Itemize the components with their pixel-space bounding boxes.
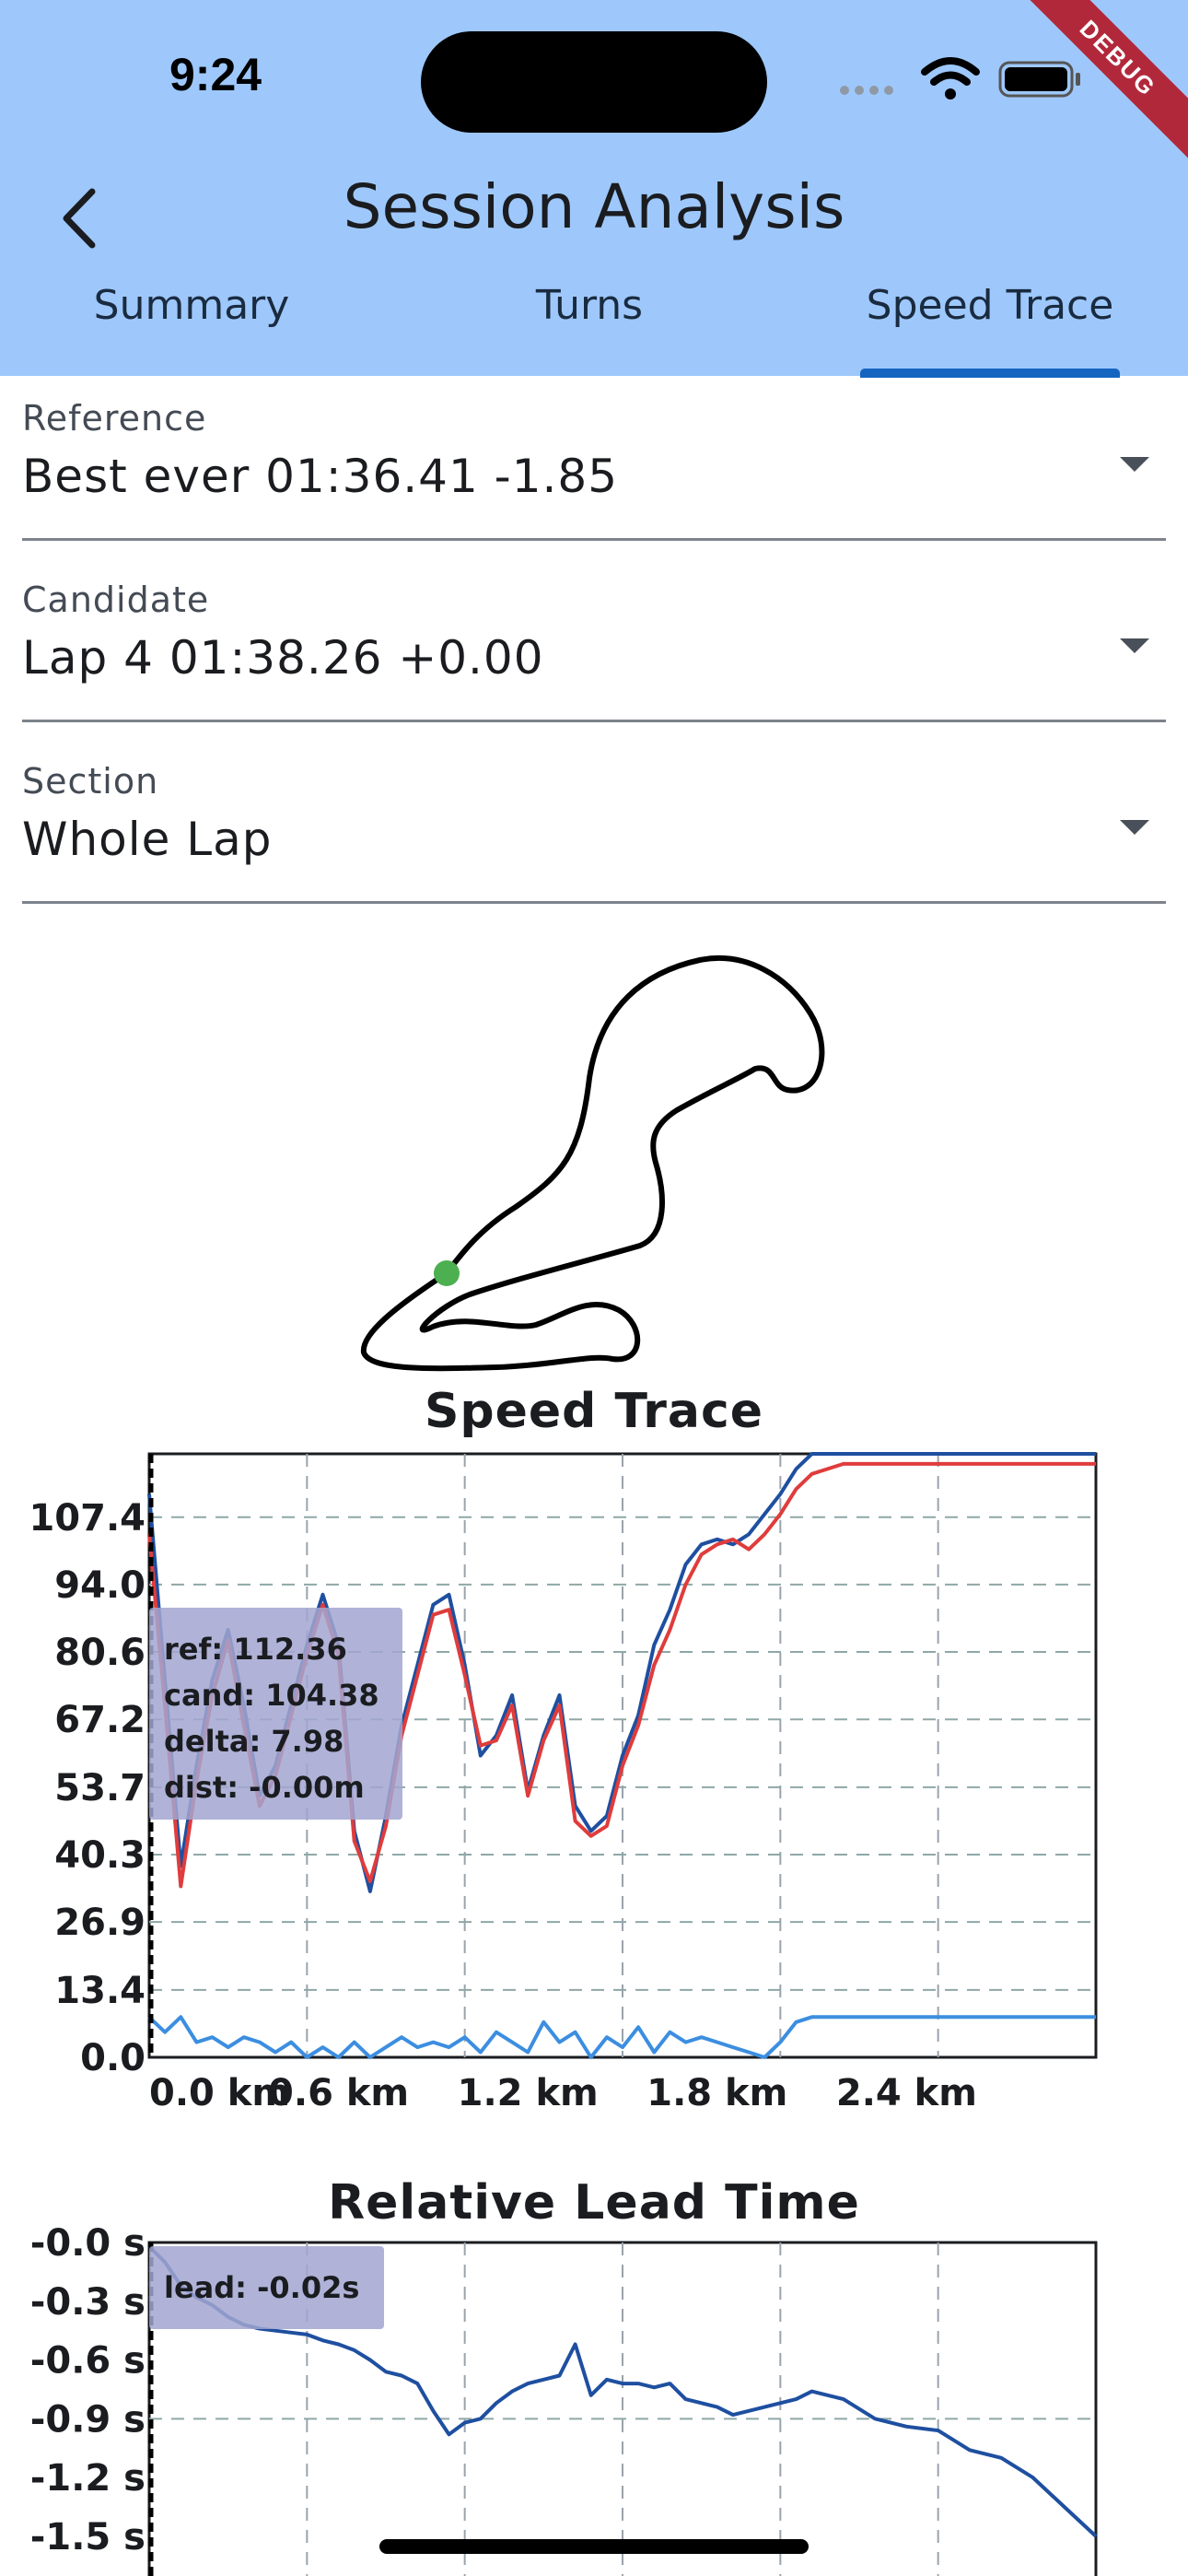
tooltip-box xyxy=(149,1608,402,1820)
candidate-dropdown[interactable]: Candidate Lap 4 01:38.26 +0.00 xyxy=(22,580,1166,723)
dropdown-arrow-icon xyxy=(1120,638,1149,653)
candidate-value: Lap 4 01:38.26 +0.00 xyxy=(22,631,544,685)
tooltip-cand: cand: 104.38 xyxy=(164,1678,379,1713)
y-tick-label: 0.0 xyxy=(80,2037,146,2079)
y-tick-label: -0.9 s xyxy=(30,2398,146,2441)
y-tick-label: -0.3 s xyxy=(30,2281,146,2324)
lead-time-chart[interactable]: -0.0 s -0.3 s -0.6 s -0.9 s -1.2 s -1.5 s lead… xyxy=(0,2228,1188,2576)
y-tick-label: 53.7 xyxy=(54,1767,146,1809)
track-outline xyxy=(360,954,825,1372)
x-tick-label: 1.2 km xyxy=(458,2072,599,2114)
tab-turns[interactable]: Turns xyxy=(535,282,644,329)
status-time: 9:24 xyxy=(169,49,262,100)
tab-summary[interactable]: Summary xyxy=(93,282,290,329)
app-bar: 9:24 DEBUG Session Analysis Summary Turn… xyxy=(0,0,1188,378)
section-label: Section xyxy=(22,761,159,802)
divider xyxy=(22,538,1166,541)
tab-speed-trace[interactable]: Speed Trace xyxy=(866,282,1114,329)
speed-trace-title: Speed Trace xyxy=(424,1384,764,1439)
speed-trace-chart[interactable]: 0.0 13.4 26.9 40.3 53.7 67.2 80.6 94.0 107.4 0.0 … xyxy=(0,1437,1188,2119)
y-tick-label: -1.5 s xyxy=(30,2516,146,2558)
y-tick-label: 80.6 xyxy=(54,1632,146,1674)
lead-time-title: Relative Lead Time xyxy=(328,2175,860,2231)
candidate-label: Candidate xyxy=(22,580,210,620)
y-tick-label: 26.9 xyxy=(54,1902,146,1944)
y-tick-label: 107.4 xyxy=(29,1497,146,1540)
series-line-lead xyxy=(147,2244,1098,2538)
tooltip-dist: dist: -0.00m xyxy=(164,1770,365,1805)
divider xyxy=(22,901,1166,904)
battery-icon xyxy=(998,61,1080,98)
page-title: Session Analysis xyxy=(343,171,845,242)
section-dropdown[interactable]: Section Whole Lap xyxy=(22,761,1166,905)
y-tick-label: -0.0 s xyxy=(30,2228,146,2265)
y-tick-label: 94.0 xyxy=(54,1564,146,1607)
dynamic-island xyxy=(421,31,767,133)
cellular-signal-icon xyxy=(840,83,899,100)
x-tick-label: 0.0 km xyxy=(149,2072,290,2114)
y-tick-label: -0.6 s xyxy=(30,2340,146,2383)
y-tick-label: 67.2 xyxy=(54,1699,146,1741)
x-tick-label: 0.6 km xyxy=(268,2072,409,2114)
x-tick-label: 1.8 km xyxy=(646,2072,787,2114)
x-tick-label: 2.4 km xyxy=(836,2072,977,2114)
reference-value: Best ever 01:36.41 -1.85 xyxy=(22,450,619,503)
tooltip-delta: delta: 7.98 xyxy=(164,1724,344,1759)
chevron-left-icon xyxy=(63,188,96,249)
section-value: Whole Lap xyxy=(22,813,273,866)
wifi-icon xyxy=(921,57,980,100)
series-line-delta xyxy=(147,2015,1096,2059)
y-tick-label: 40.3 xyxy=(54,1834,146,1877)
dropdown-arrow-icon xyxy=(1120,457,1149,472)
tooltip-box xyxy=(149,2246,384,2329)
tab-indicator xyxy=(860,369,1120,378)
reference-dropdown[interactable]: Reference Best ever 01:36.41 -1.85 xyxy=(22,398,1166,542)
divider xyxy=(22,720,1166,722)
position-marker xyxy=(434,1260,460,1286)
y-tick-label: -1.2 s xyxy=(30,2457,146,2500)
y-tick-label: 13.4 xyxy=(54,1970,146,2012)
reference-label: Reference xyxy=(22,398,207,439)
tooltip-lead: lead: -0.02s xyxy=(164,2270,359,2305)
track-map xyxy=(360,954,825,1372)
dropdown-arrow-icon xyxy=(1120,820,1149,835)
back-button[interactable] xyxy=(55,186,101,251)
tooltip-ref: ref: 112.36 xyxy=(164,1632,347,1667)
home-indicator xyxy=(379,2539,809,2554)
